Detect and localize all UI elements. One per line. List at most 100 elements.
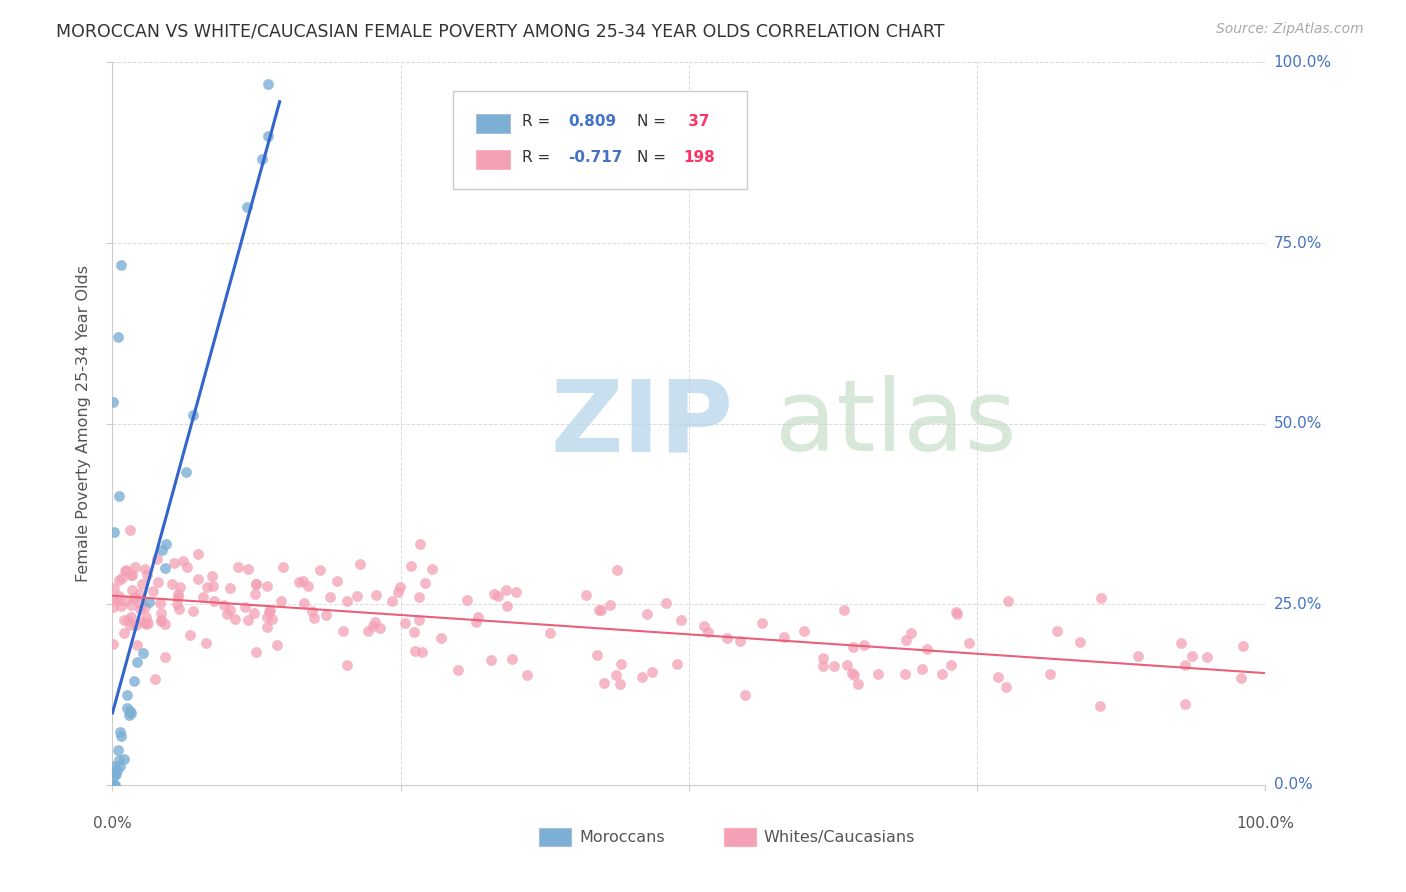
Point [366, 587, 388, 601]
Point [104, 778, 127, 792]
Point [945, 607, 967, 621]
Point [336, 593, 359, 607]
Point [302, 611, 325, 625]
Point [219, 603, 242, 617]
Point [589, 603, 612, 617]
Point [592, 675, 614, 690]
Point [957, 636, 980, 650]
Point [125, 618, 148, 632]
Point [997, 594, 1019, 608]
Point [245, 576, 267, 591]
Point [1181, 648, 1204, 663]
Text: MOROCCAN VS WHITE/CAUCASIAN FEMALE POVERTY AMONG 25-34 YEAR OLDS CORRELATION CHA: MOROCCAN VS WHITE/CAUCASIAN FEMALE POVER… [56, 22, 945, 40]
Point [751, 615, 773, 630]
Point [108, 573, 131, 587]
Point [606, 563, 628, 577]
Point [155, 537, 177, 551]
Text: R =: R = [522, 151, 555, 165]
Point [361, 619, 384, 633]
Point [257, 77, 280, 91]
Point [105, 763, 128, 777]
Point [939, 657, 962, 672]
Point [516, 668, 538, 682]
Point [114, 751, 136, 765]
Point [163, 556, 186, 570]
Point [108, 489, 131, 503]
Point [245, 645, 267, 659]
Point [103, 637, 125, 651]
Point [693, 618, 716, 632]
Point [1088, 698, 1111, 713]
Point [894, 667, 917, 681]
Point [728, 634, 751, 648]
Text: 37: 37 [683, 114, 710, 129]
Text: 0.0%: 0.0% [1274, 778, 1312, 792]
Point [271, 559, 294, 574]
Point [900, 626, 922, 640]
Point [120, 706, 142, 720]
Point [793, 624, 815, 639]
Point [112, 613, 135, 627]
Point [404, 625, 426, 640]
Point [101, 778, 124, 792]
Point [155, 649, 177, 664]
Point [236, 562, 259, 576]
Point [108, 724, 131, 739]
Point [364, 615, 387, 630]
Point [104, 591, 127, 606]
Point [110, 258, 132, 272]
Point [259, 603, 281, 617]
Point [773, 630, 796, 644]
Point [129, 602, 152, 616]
Point [669, 613, 692, 627]
Point [143, 672, 166, 686]
Point [1090, 591, 1112, 605]
Point [183, 408, 205, 422]
Point [114, 564, 136, 578]
Point [399, 559, 422, 574]
Point [945, 605, 967, 619]
Point [114, 593, 136, 607]
Point [315, 607, 337, 622]
Point [326, 574, 349, 588]
Point [1230, 671, 1253, 685]
Point [103, 778, 125, 792]
Point [252, 152, 274, 166]
Point [117, 688, 139, 702]
Point [841, 665, 863, 680]
Text: N =: N = [637, 114, 671, 129]
Point [112, 625, 135, 640]
Point [609, 677, 631, 691]
Point [256, 609, 278, 624]
Point [665, 657, 688, 671]
Point [120, 610, 142, 624]
Text: N =: N = [637, 151, 671, 165]
Text: 50.0%: 50.0% [1274, 417, 1322, 431]
Point [124, 591, 146, 606]
Point [834, 603, 856, 617]
Point [132, 646, 155, 660]
Point [575, 588, 598, 602]
Text: 198: 198 [683, 151, 714, 165]
Text: atlas: atlas [776, 376, 1017, 472]
Point [110, 729, 132, 743]
Point [655, 595, 678, 609]
Point [167, 602, 190, 616]
Point [110, 758, 132, 772]
Point [162, 576, 184, 591]
Point [118, 523, 141, 537]
Point [866, 666, 889, 681]
Point [149, 596, 172, 610]
Point [108, 753, 131, 767]
Text: 100.0%: 100.0% [1236, 815, 1295, 830]
Point [132, 615, 155, 630]
Point [166, 587, 188, 601]
Point [108, 589, 131, 603]
Point [176, 560, 198, 574]
Point [349, 558, 371, 572]
Point [346, 590, 368, 604]
Point [103, 764, 125, 779]
Text: 0.0%: 0.0% [93, 815, 132, 830]
Point [332, 624, 354, 638]
Point [987, 670, 1010, 684]
